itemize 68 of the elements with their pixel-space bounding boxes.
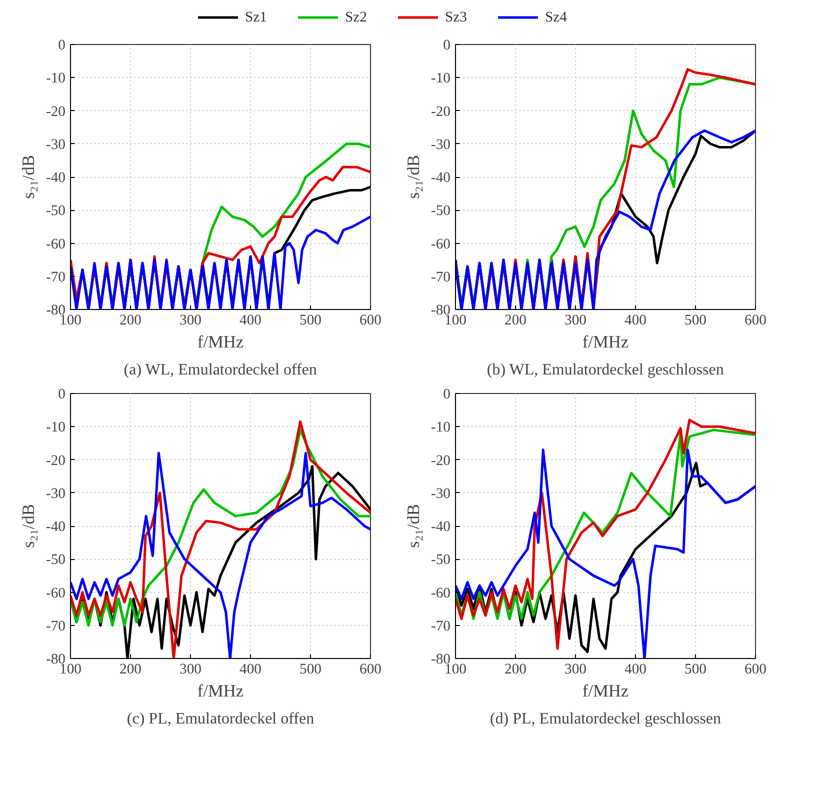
y-tick-label: -40 — [46, 170, 66, 186]
x-tick-label: 600 — [360, 662, 382, 678]
y-tick-label: -30 — [46, 136, 66, 153]
y-axis-title: s₂₁/dB — [18, 504, 38, 548]
y-tick-label: -30 — [430, 136, 451, 153]
x-axis-title: f/MHz — [582, 332, 629, 352]
y-tick-label: -20 — [430, 452, 451, 469]
y-tick-label: -20 — [430, 104, 451, 120]
y-tick-label: -20 — [46, 104, 66, 120]
x-tick-label: 400 — [624, 662, 646, 678]
x-tick-label: 500 — [684, 312, 706, 328]
y-tick-label: -60 — [430, 585, 451, 602]
y-tick-label: -50 — [46, 552, 66, 568]
x-tick-label: 200 — [504, 662, 526, 678]
x-axis-title: f/MHz — [197, 332, 244, 352]
x-tick-label: 600 — [744, 312, 766, 328]
x-tick-label: 200 — [120, 312, 142, 328]
y-tick-label: 0 — [58, 386, 66, 402]
x-tick-label: 200 — [120, 662, 142, 678]
y-tick-label: -30 — [430, 486, 451, 502]
text: (b) WL, Emulatordeckel geschlossen — [486, 362, 724, 378]
y-tick-label: -60 — [46, 585, 66, 602]
y-tick-label: -70 — [430, 269, 451, 286]
y-tick-label: -30 — [46, 486, 66, 502]
y-tick-label: -50 — [430, 552, 451, 568]
y-tick-label: -10 — [430, 420, 451, 436]
y-tick-label: -40 — [430, 170, 451, 186]
x-tick-label: 400 — [240, 662, 262, 678]
y-tick-label: 0 — [443, 38, 450, 54]
x-tick-label: 500 — [300, 662, 322, 678]
text: (d) PL, Emulatordeckel geschlossen — [490, 710, 722, 728]
legend-label: Sz3 — [445, 10, 467, 26]
y-tick-label: -50 — [430, 203, 451, 220]
legend-label: Sz2 — [345, 10, 367, 26]
x-axis-title: f/MHz — [582, 682, 629, 700]
x-tick-label: 500 — [300, 312, 322, 328]
y-tick-label: -70 — [46, 618, 66, 634]
x-tick-label: 300 — [564, 312, 586, 328]
x-tick-label: 500 — [684, 662, 706, 678]
y-tick-label: -40 — [46, 519, 66, 535]
x-tick-label: 600 — [744, 662, 766, 678]
legend-label: Sz4 — [545, 10, 568, 26]
y-axis-title: s₂₁/dB — [18, 155, 38, 199]
x-tick-label: 400 — [624, 312, 646, 328]
y-tick-label: -70 — [430, 618, 451, 634]
text: (c) PL, Emulatordeckel offen — [126, 710, 314, 728]
y-tick-label: -60 — [430, 236, 451, 252]
y-tick-label: -10 — [46, 70, 66, 87]
x-tick-label: 300 — [564, 662, 586, 678]
x-tick-label: 400 — [240, 312, 262, 328]
y-tick-label: -40 — [430, 519, 451, 535]
x-tick-label: 300 — [180, 312, 202, 328]
y-axis-title: s₂₁/dB — [404, 155, 423, 199]
y-axis-title: s₂₁/dB — [404, 504, 423, 548]
y-tick-label: -50 — [46, 203, 66, 220]
y-tick-label: -60 — [46, 236, 66, 252]
y-tick-label: 0 — [58, 38, 66, 54]
x-axis-title: f/MHz — [197, 682, 244, 700]
y-tick-label: 0 — [443, 386, 450, 402]
y-tick-label: -10 — [430, 70, 451, 87]
x-tick-label: 600 — [360, 312, 382, 328]
y-tick-label: -20 — [46, 452, 66, 469]
text: (a) WL, Emulatordeckel offen — [124, 362, 317, 378]
legend-label: Sz1 — [245, 10, 267, 26]
x-tick-label: 200 — [504, 312, 526, 328]
y-tick-label: -10 — [46, 420, 66, 436]
x-tick-label: 300 — [180, 662, 202, 678]
y-tick-label: -70 — [46, 269, 66, 286]
